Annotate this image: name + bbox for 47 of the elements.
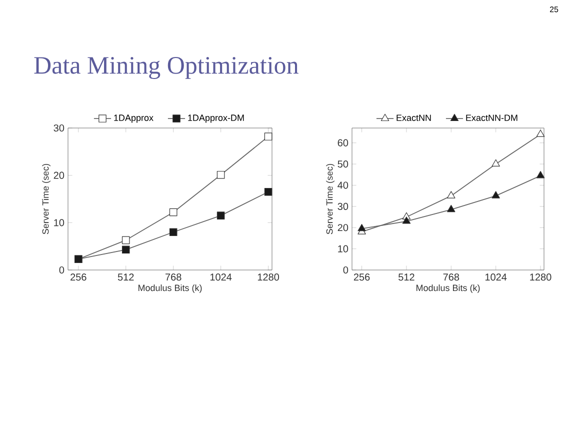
chart-title: Data Mining Optimization bbox=[34, 57, 298, 79]
x-tick-label: 768 bbox=[443, 274, 460, 281]
point bbox=[447, 204, 456, 212]
point bbox=[216, 212, 225, 220]
y-axis-title: Server Time (sec) bbox=[42, 164, 50, 234]
point bbox=[169, 228, 178, 236]
y-tick-label: 10 bbox=[54, 219, 64, 226]
point bbox=[216, 170, 225, 179]
point bbox=[358, 224, 366, 232]
y-tick-label: 50 bbox=[338, 160, 348, 168]
y-tick-label: 40 bbox=[338, 182, 348, 189]
y-tick-label: 60 bbox=[338, 139, 348, 146]
x-tick-label: 256 bbox=[70, 274, 86, 281]
x-tick-label: 1024 bbox=[485, 274, 507, 281]
y-tick-label: 0 bbox=[343, 266, 348, 274]
y-tick-label: 0 bbox=[59, 266, 64, 274]
y-tick-label: 30 bbox=[338, 202, 348, 210]
y-tick-label: 10 bbox=[338, 245, 348, 252]
point bbox=[402, 216, 411, 224]
legend-label: 1DApprox-DM bbox=[188, 114, 244, 123]
point bbox=[122, 236, 130, 244]
text: 25 bbox=[550, 6, 558, 12]
point bbox=[169, 208, 178, 216]
x-tick-label: 1280 bbox=[530, 274, 552, 281]
point bbox=[122, 246, 130, 254]
y-axis-title: Server Time (sec) bbox=[326, 164, 334, 234]
y-tick-label: 20 bbox=[54, 172, 64, 179]
x-tick-label: 768 bbox=[166, 274, 182, 281]
point bbox=[264, 132, 272, 140]
legend-label: 1DApprox bbox=[114, 114, 154, 123]
point bbox=[447, 191, 456, 198]
x-tick-label: 1280 bbox=[258, 274, 280, 281]
legend-label: ExactNN bbox=[396, 114, 431, 121]
legend-label: ExactNN-DM bbox=[466, 114, 518, 121]
point bbox=[536, 130, 545, 137]
y-tick-label: 30 bbox=[54, 124, 64, 132]
x-tick-label: 512 bbox=[118, 274, 134, 281]
y-tick-label: 20 bbox=[338, 224, 348, 232]
point bbox=[264, 188, 272, 196]
x-tick-label: 512 bbox=[398, 274, 414, 281]
x-tick-label: 1024 bbox=[210, 274, 232, 281]
x-axis-title: Modulus Bits (k) bbox=[138, 284, 202, 293]
point bbox=[492, 191, 500, 198]
point bbox=[536, 170, 545, 178]
point bbox=[492, 159, 500, 167]
x-tick-label: 256 bbox=[354, 274, 370, 281]
x-axis-title: Modulus Bits (k) bbox=[416, 284, 480, 293]
